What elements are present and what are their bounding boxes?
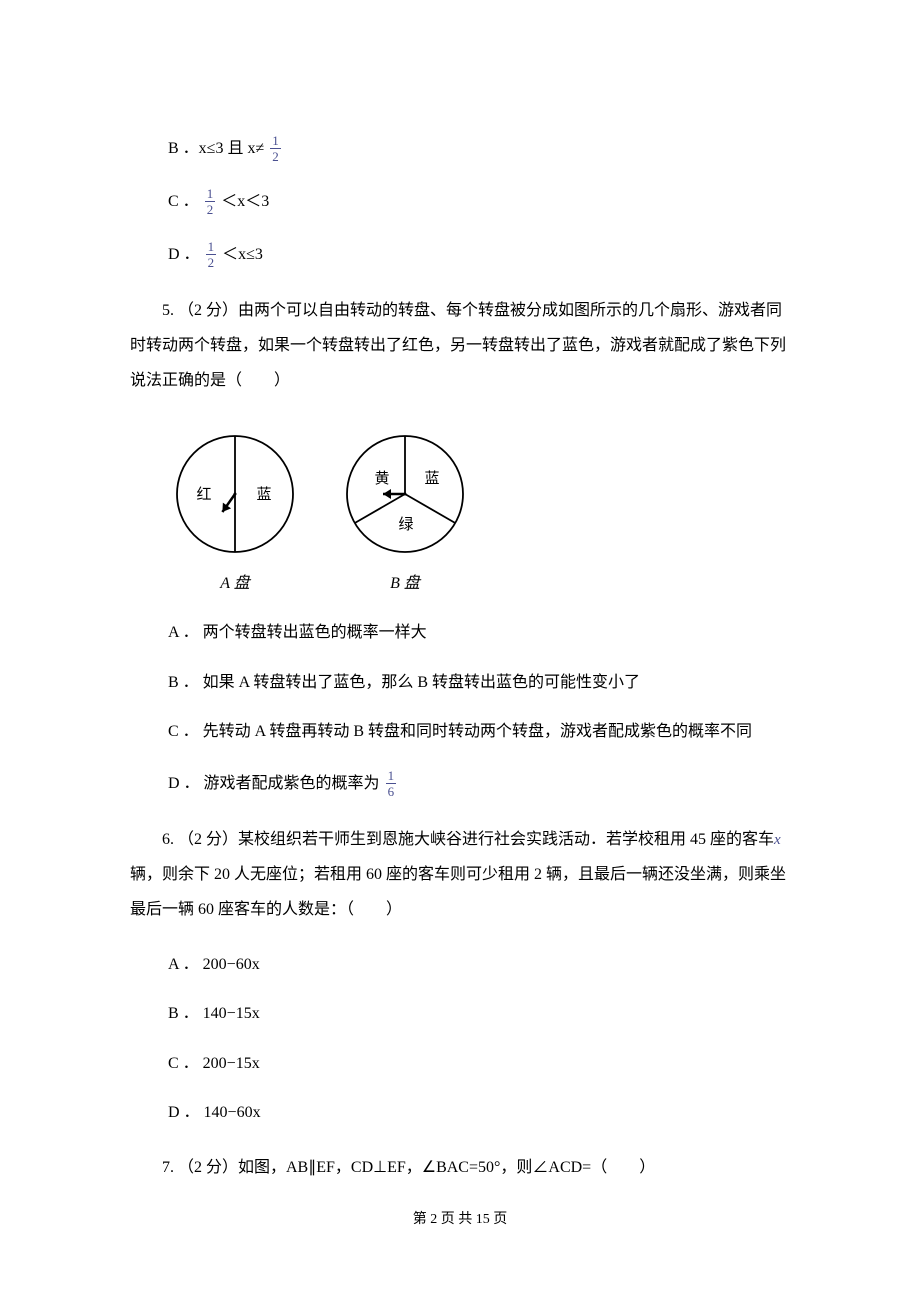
q5-option-b: B ． 如果 A 转盘转出了蓝色，那么 B 转盘转出蓝色的可能性变小了 bbox=[168, 670, 790, 696]
q4-option-d: D ． 1 2 ＜x≤3 bbox=[168, 240, 790, 269]
svg-text:蓝: 蓝 bbox=[256, 486, 271, 503]
diagram-a: 红 蓝 A 盘 bbox=[170, 429, 300, 597]
q5-option-c: C ． 先转动 A 转盘再转动 B 转盘和同时转动两个转盘，游戏者配成紫色的概率… bbox=[168, 719, 790, 745]
svg-text:绿: 绿 bbox=[398, 516, 413, 533]
fraction-1-6: 1 6 bbox=[386, 769, 397, 798]
variable-x: x bbox=[774, 832, 781, 848]
q5-stem: 5. （2 分）由两个可以自由转动的转盘、每个转盘被分成如图所示的几个扇形、游戏… bbox=[130, 293, 790, 399]
fraction-1-2: 1 2 bbox=[206, 240, 217, 269]
svg-text:红: 红 bbox=[196, 486, 211, 503]
svg-text:黄: 黄 bbox=[374, 470, 389, 487]
q6-option-c: C ． 200−15x bbox=[168, 1051, 790, 1077]
q6-option-a: A ． 200−60x bbox=[168, 952, 790, 978]
q6-option-d: D ． 140−60x bbox=[168, 1100, 790, 1126]
q5-option-d: D ． 游戏者配成紫色的概率为 1 6 bbox=[168, 769, 790, 798]
q6-option-d-text: D ． 140−60x bbox=[168, 1100, 261, 1126]
q6-option-a-text: A ． 200−60x bbox=[168, 952, 260, 978]
q6-stem-p2: 辆，则余下 20 人无座位；若租用 60 座的客车则可少租用 2 辆，且最后一辆… bbox=[130, 866, 786, 918]
q5-option-a: A ． 两个转盘转出蓝色的概率一样大 bbox=[168, 620, 790, 646]
diagram-b-label: B 盘 bbox=[390, 571, 420, 597]
q5-option-c-text: C ． 先转动 A 转盘再转动 B 转盘和同时转动两个转盘，游戏者配成紫色的概率… bbox=[168, 719, 752, 745]
q6-stem-p1: 6. （2 分）某校组织若干师生到恩施大峡谷进行社会实践活动．若学校租用 45 … bbox=[162, 831, 774, 848]
q5-figure: 红 蓝 A 盘 黄 蓝 绿 bbox=[170, 429, 790, 597]
q7-stem: 7. （2 分）如图，AB∥EF，CD⊥EF，∠BAC=50°，则∠ACD=（ … bbox=[130, 1150, 790, 1185]
diagram-b: 黄 蓝 绿 B 盘 bbox=[340, 429, 470, 597]
page-footer: 第 2 页 共 15 页 bbox=[130, 1209, 790, 1231]
q6-option-b-text: B ． 140−15x bbox=[168, 1001, 260, 1027]
q5-option-b-text: B ． 如果 A 转盘转出了蓝色，那么 B 转盘转出蓝色的可能性变小了 bbox=[168, 670, 640, 696]
q4-option-c-prefix: C ． bbox=[168, 189, 199, 215]
q6-option-c-text: C ． 200−15x bbox=[168, 1051, 260, 1077]
q4-option-b-text: B ．x≤3 且 x≠ bbox=[168, 136, 264, 162]
q4-option-c: C ． 1 2 ＜x＜3 bbox=[168, 187, 790, 216]
fraction-1-2: 1 2 bbox=[270, 134, 281, 163]
q5-option-d-prefix: D ． 游戏者配成紫色的概率为 bbox=[168, 771, 380, 797]
fraction-1-2: 1 2 bbox=[205, 187, 216, 216]
q5-option-a-text: A ． 两个转盘转出蓝色的概率一样大 bbox=[168, 620, 427, 646]
diagram-a-label: A 盘 bbox=[220, 571, 250, 597]
q4-option-d-prefix: D ． bbox=[168, 242, 200, 268]
q4-option-b: B ．x≤3 且 x≠ 1 2 bbox=[168, 134, 790, 163]
svg-text:蓝: 蓝 bbox=[424, 470, 439, 487]
spinner-b-svg: 黄 蓝 绿 bbox=[340, 429, 470, 559]
q4-option-d-suffix: ＜x≤3 bbox=[222, 242, 263, 268]
spinner-a-svg: 红 蓝 bbox=[170, 429, 300, 559]
q6-stem: 6. （2 分）某校组织若干师生到恩施大峡谷进行社会实践活动．若学校租用 45 … bbox=[130, 822, 790, 928]
q4-option-c-suffix: ＜x＜3 bbox=[221, 189, 269, 215]
q6-option-b: B ． 140−15x bbox=[168, 1001, 790, 1027]
